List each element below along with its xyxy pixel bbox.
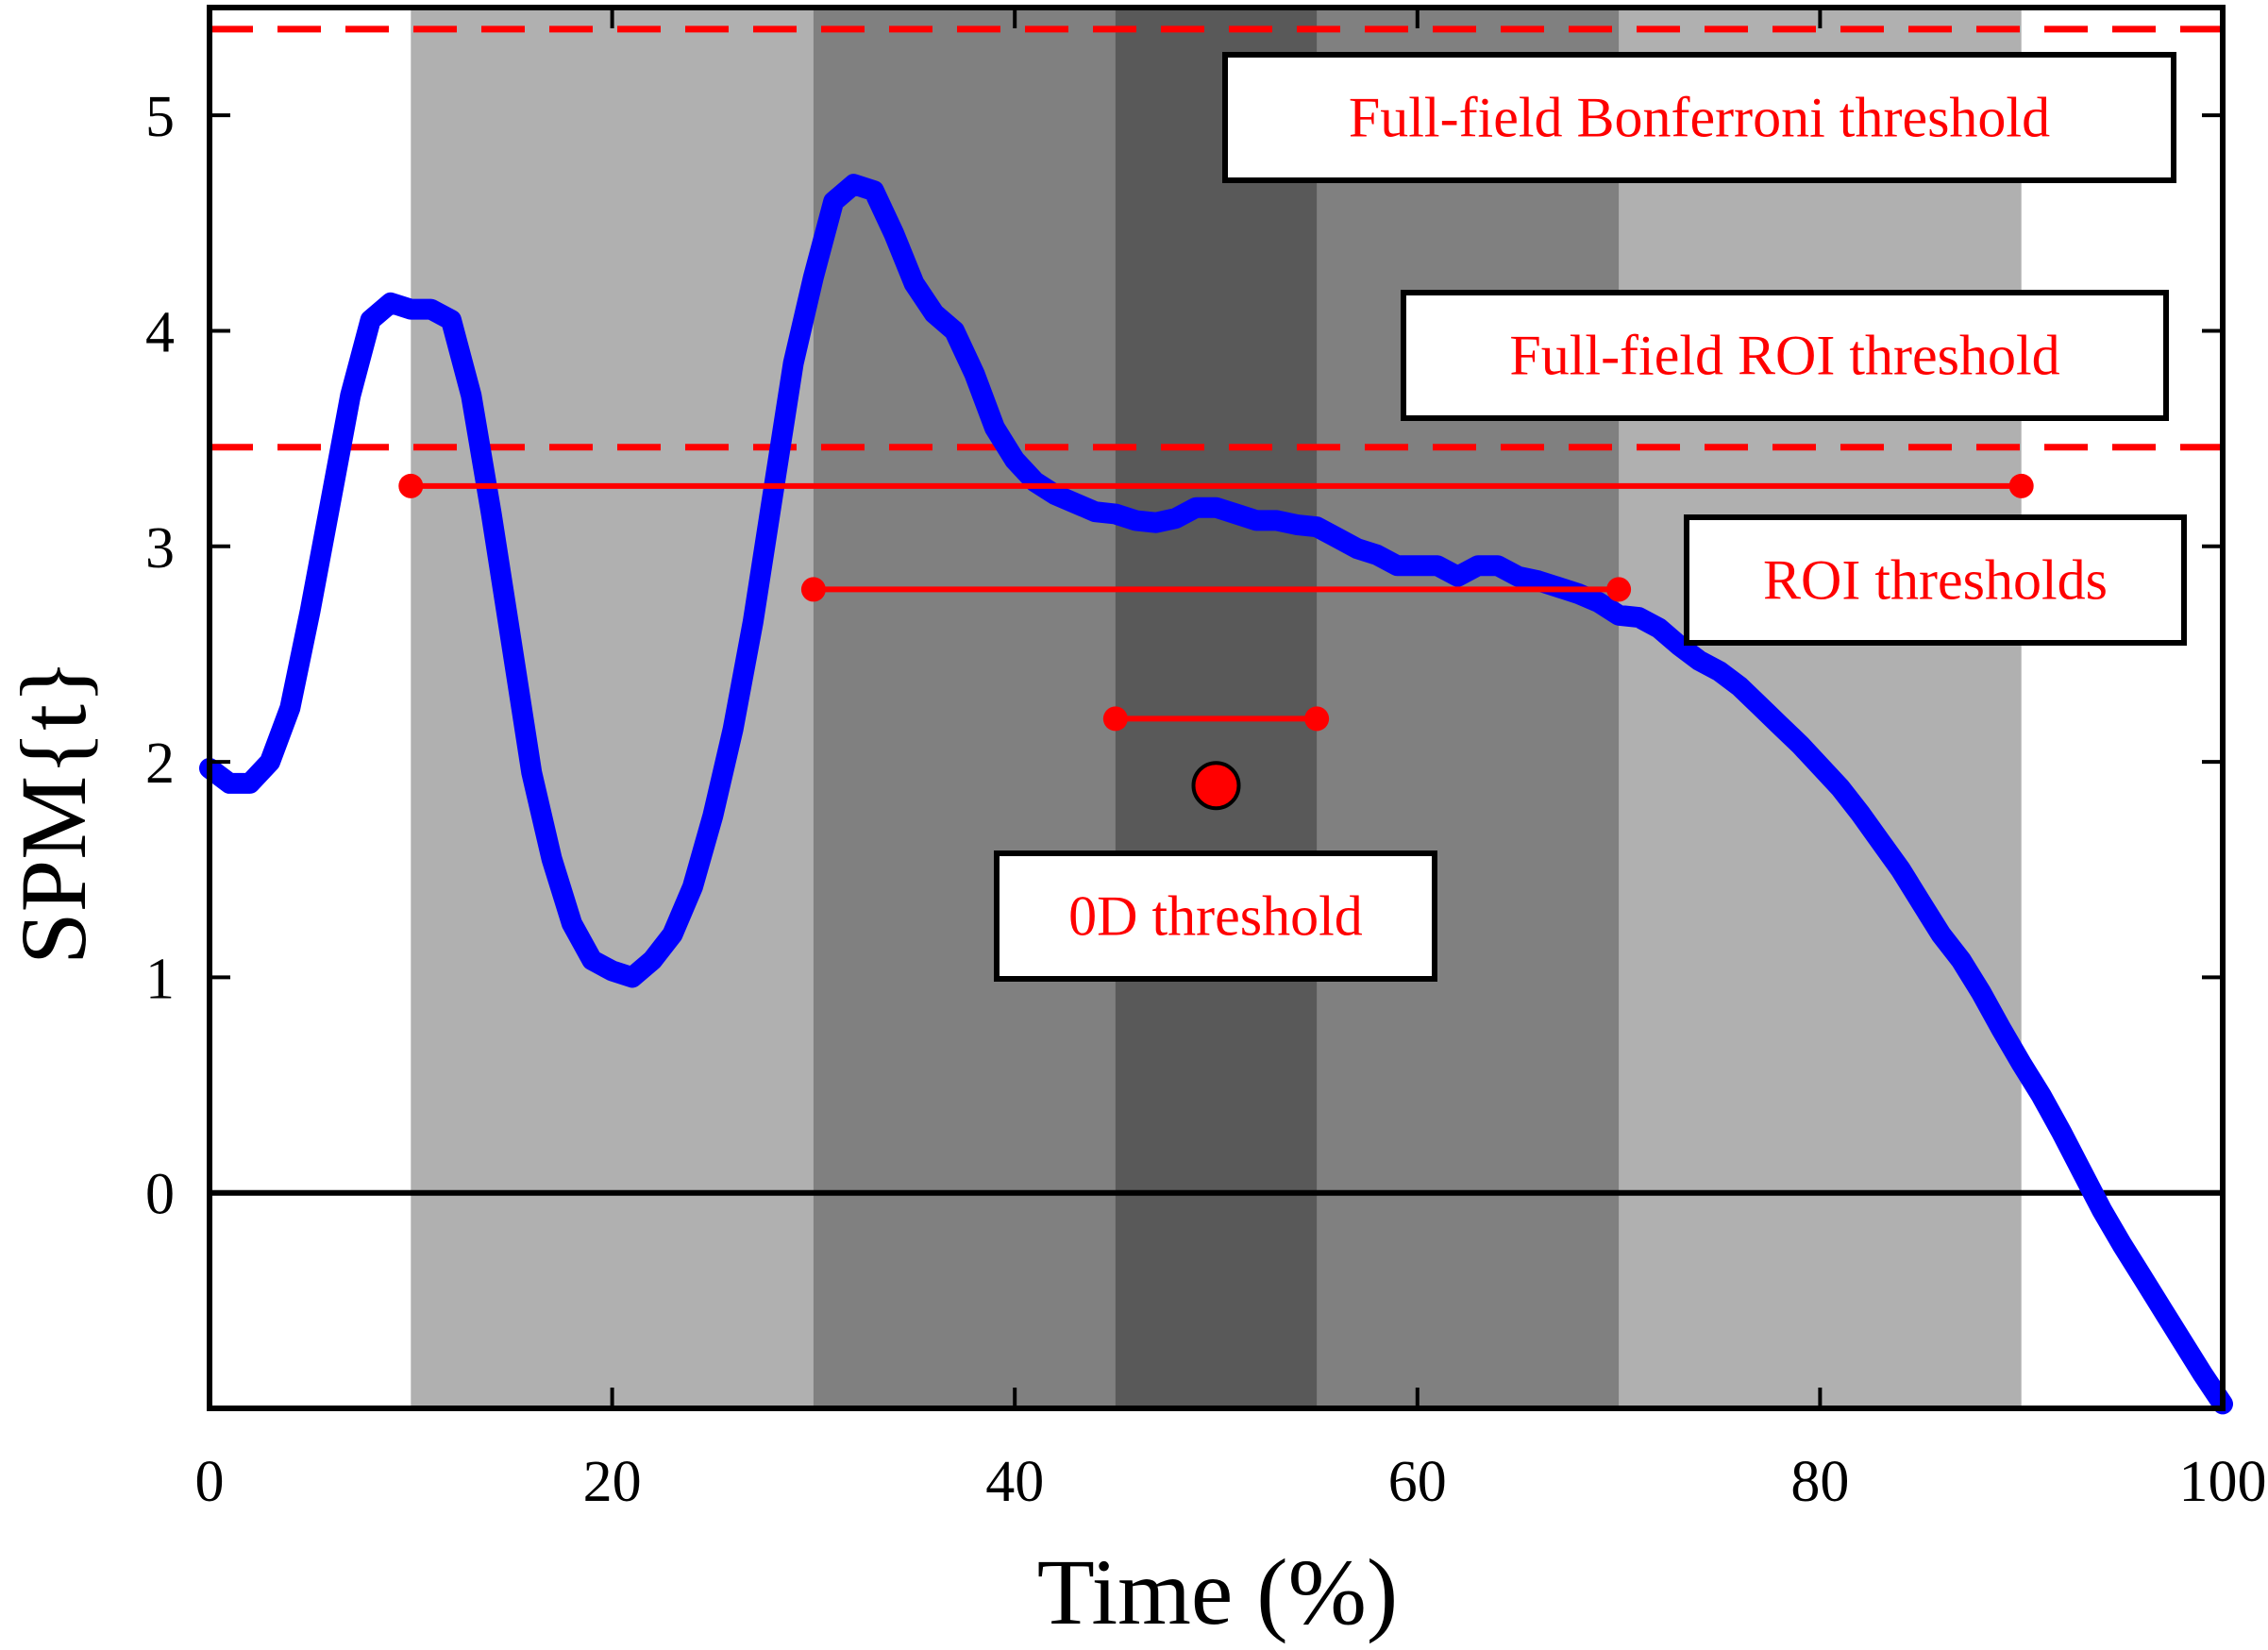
annotation-text-roi_full: Full-field ROI threshold xyxy=(1509,325,2059,387)
roi-threshold-marker-end-1 xyxy=(2008,473,2034,498)
y-axis-label: SPM{t} xyxy=(1,659,106,965)
x-tick-label: 20 xyxy=(583,1450,642,1514)
annotation-box-roi_full xyxy=(1401,290,2169,421)
x-axis-label: Time (%) xyxy=(1037,1540,1398,1644)
roi-threshold-marker-start-3 xyxy=(1102,706,1128,732)
y-tick-label: 5 xyxy=(145,85,175,149)
y-tick-label: 1 xyxy=(145,947,175,1011)
plot-frame xyxy=(207,5,2226,1411)
x-tick-label: 40 xyxy=(985,1450,1044,1514)
x-tick-label: 0 xyxy=(195,1450,225,1514)
x-tick-label: 60 xyxy=(1388,1450,1447,1514)
annotation-zero_d: 0D threshold xyxy=(994,850,1437,982)
annotation-text-bonferroni: Full-field Bonferroni threshold xyxy=(1349,87,2050,149)
annotation-roi: ROI thresholds xyxy=(1684,514,2187,646)
roi-threshold-marker-end-2 xyxy=(1606,577,1632,602)
annotation-box-bonferroni xyxy=(1222,52,2176,183)
threshold-lines xyxy=(210,25,2223,1196)
zero-d-threshold-point xyxy=(1191,761,1241,811)
x-tick-label: 100 xyxy=(2179,1450,2267,1514)
data-series xyxy=(199,174,2233,1415)
axis-ticks: 0 20 40 60 80 100 0 1 2 3 4 5 xyxy=(145,8,2267,1514)
annotation-box-roi xyxy=(1684,514,2187,646)
roi-threshold-marker-start-1 xyxy=(398,473,424,498)
roi-threshold-marker-start-2 xyxy=(800,577,826,602)
roi-shaded-regions xyxy=(411,8,2022,1408)
spm-curve xyxy=(199,174,2233,1415)
annotations: Full-field Bonferroni threshold Full-fiel… xyxy=(994,52,2187,982)
annotation-text-zero_d: 0D threshold xyxy=(1068,885,1363,948)
y-tick-label: 0 xyxy=(145,1163,175,1227)
plot-border xyxy=(207,5,2226,1411)
roi-threshold-marker-end-3 xyxy=(1304,706,1330,732)
annotation-text-roi: ROI thresholds xyxy=(1763,549,2108,612)
annotation-bonferroni: Full-field Bonferroni threshold xyxy=(1222,52,2176,183)
y-tick-label: 2 xyxy=(145,732,175,796)
annotation-roi_full: Full-field ROI threshold xyxy=(1401,290,2169,421)
shaded-region-3 xyxy=(1115,8,1318,1408)
annotation-box-zero_d xyxy=(994,850,1437,982)
y-tick-label: 3 xyxy=(145,516,175,581)
x-tick-label: 80 xyxy=(1790,1450,1849,1514)
y-tick-label: 4 xyxy=(145,300,175,364)
